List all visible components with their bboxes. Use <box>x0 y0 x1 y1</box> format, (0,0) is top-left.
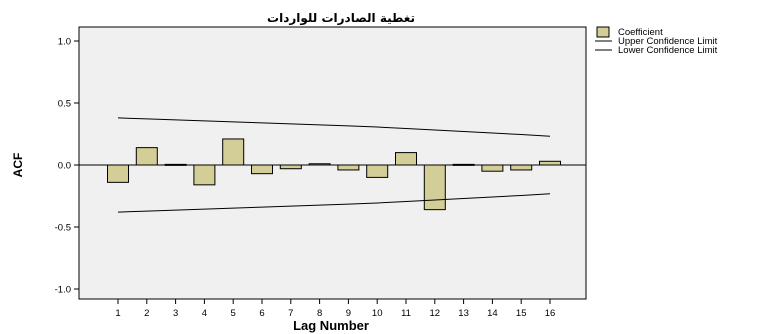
coefficient-bar <box>539 160 561 166</box>
x-tick-label: 2 <box>144 308 149 319</box>
x-axis-label: Lag Number <box>293 318 369 333</box>
coefficient-bar <box>366 164 389 178</box>
confidence-limits <box>117 117 551 213</box>
x-tick-label: 15 <box>516 308 527 319</box>
coefficient-bars <box>107 138 561 211</box>
x-tick-label: 6 <box>259 308 264 319</box>
plot-area <box>78 26 587 300</box>
legend-swatch-coefficient <box>596 26 610 38</box>
coefficient-bar <box>423 164 446 211</box>
coefficient-bar <box>337 164 360 171</box>
coefficient-bar <box>107 164 129 183</box>
y-tick-label: 0.5 <box>58 99 71 110</box>
upper-confidence-line <box>117 117 551 137</box>
coefficient-bar <box>193 164 216 186</box>
lower-confidence-line <box>117 193 551 213</box>
coefficient-bar <box>222 138 245 166</box>
x-tick-label: 9 <box>346 308 351 319</box>
legend-label-coefficient: Coefficient <box>618 27 663 38</box>
legend-label-lower-limit: Lower Confidence Limit <box>618 45 718 56</box>
x-tick-label: 16 <box>545 308 556 319</box>
x-tick-label: 8 <box>317 308 322 319</box>
coefficient-bar <box>164 163 187 166</box>
x-axis: 1 2 3 4 5 6 7 8 9 10 11 12 13 14 15 16 <box>115 299 555 319</box>
x-tick-label: 12 <box>430 308 441 319</box>
x-tick-label: 10 <box>372 308 383 319</box>
coefficient-bar <box>481 164 504 172</box>
coefficient-bar <box>452 163 475 166</box>
coefficient-bar <box>308 163 331 166</box>
x-tick-label: 3 <box>173 308 178 319</box>
x-tick-label: 5 <box>231 308 236 319</box>
coefficient-bar <box>395 152 417 166</box>
x-tick-label: 14 <box>487 308 498 319</box>
coefficient-bar <box>510 164 533 171</box>
y-tick-label: -0.5 <box>55 223 71 234</box>
coefficient-bar <box>279 164 302 170</box>
x-tick-label: 7 <box>288 308 293 319</box>
y-tick-label: 0.0 <box>58 161 71 172</box>
coefficient-bar <box>251 164 273 175</box>
y-tick-label: 1.0 <box>58 37 71 48</box>
chart-title: تغطية الصادرات للواردات <box>267 11 415 26</box>
y-axis-label: ACF <box>11 153 25 178</box>
y-axis: 1.0 0.5 0.0 -0.5 -1.0 <box>55 37 79 296</box>
x-tick-label: 13 <box>458 308 469 319</box>
x-tick-label: 4 <box>202 308 207 319</box>
coefficient-bar <box>135 147 158 166</box>
x-tick-label: 11 <box>401 308 411 319</box>
legend: Coefficient Upper Confidence Limit Lower… <box>595 26 718 56</box>
y-tick-label: -1.0 <box>55 285 71 296</box>
legend-label-upper-limit: Upper Confidence Limit <box>618 36 718 47</box>
x-tick-label: 1 <box>115 308 120 319</box>
